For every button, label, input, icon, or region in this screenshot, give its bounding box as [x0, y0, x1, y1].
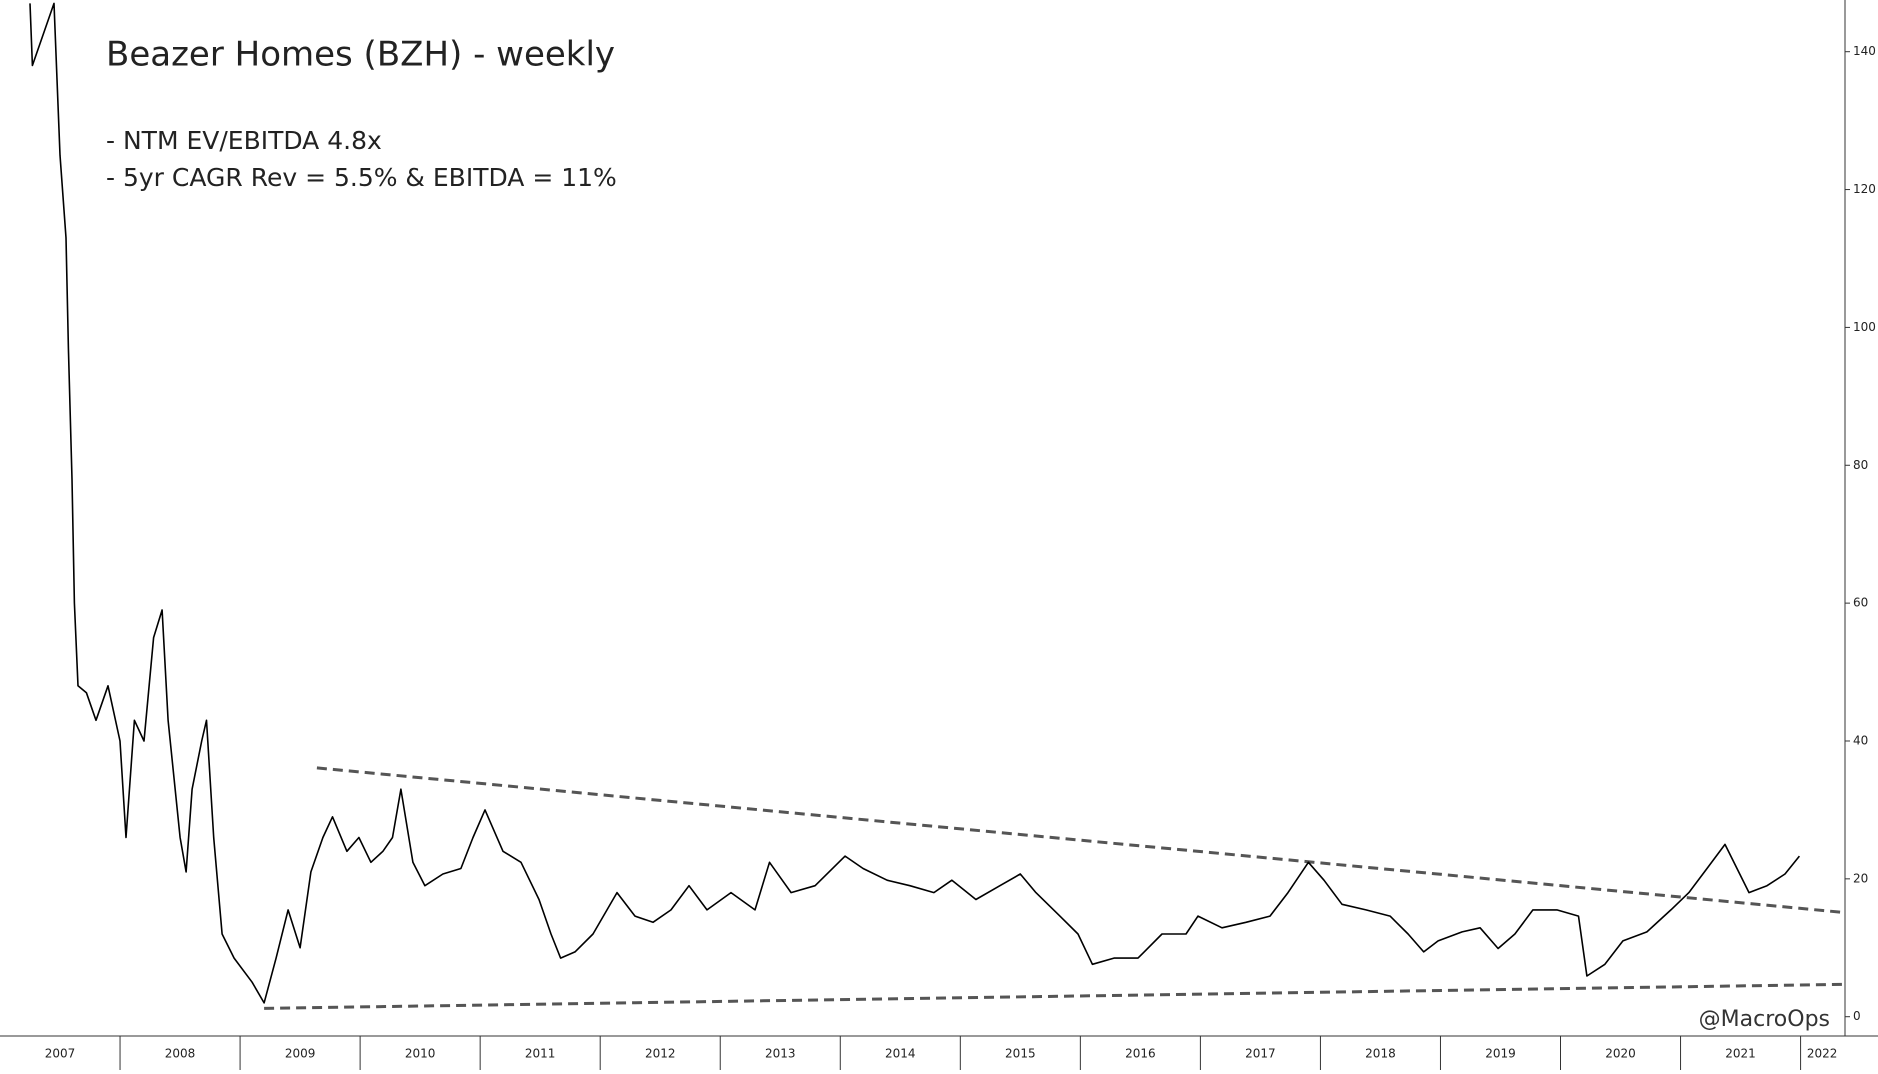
watermark: @MacroOps: [1699, 1007, 1830, 1032]
annotation: - 5yr CAGR Rev = 5.5% & EBITDA = 11%: [106, 163, 617, 192]
y-tick-label: 80: [1853, 458, 1868, 472]
x-tick-label: 2008: [165, 1047, 196, 1061]
chart-title: Beazer Homes (BZH) - weekly: [106, 35, 615, 75]
y-tick-label: 40: [1853, 733, 1868, 747]
x-tick-label: 2010: [405, 1047, 436, 1061]
y-tick-label: 140: [1853, 44, 1876, 58]
x-tick-label: 2021: [1725, 1047, 1756, 1061]
x-tick-label: 2017: [1245, 1047, 1276, 1061]
y-tick-label: 20: [1853, 871, 1868, 885]
x-tick-label: 2014: [885, 1047, 916, 1061]
y-tick-label: 100: [1853, 320, 1876, 334]
x-tick-label: 2016: [1125, 1047, 1156, 1061]
x-tick-label: 2007: [45, 1047, 76, 1061]
x-tick-label: 2018: [1365, 1047, 1396, 1061]
trendline: [264, 982, 1846, 1010]
x-tick-label: 2011: [525, 1047, 556, 1061]
x-tick-label: 2019: [1485, 1047, 1516, 1061]
x-tick-label: 2022: [1807, 1047, 1838, 1061]
x-tick-label: 2009: [285, 1047, 316, 1061]
x-tick-label: 2020: [1605, 1047, 1636, 1061]
x-tick-label: 2015: [1005, 1047, 1036, 1061]
y-tick-label: 120: [1853, 182, 1876, 196]
x-tick-label: 2013: [765, 1047, 796, 1061]
annotation: - NTM EV/EBITDA 4.8x: [106, 126, 382, 155]
price-line: [29, 2, 1801, 1004]
x-tick-label: 2012: [645, 1047, 676, 1061]
y-tick-label: 60: [1853, 596, 1868, 610]
trendline: [316, 766, 1846, 915]
y-tick-label: 0: [1853, 1009, 1861, 1023]
